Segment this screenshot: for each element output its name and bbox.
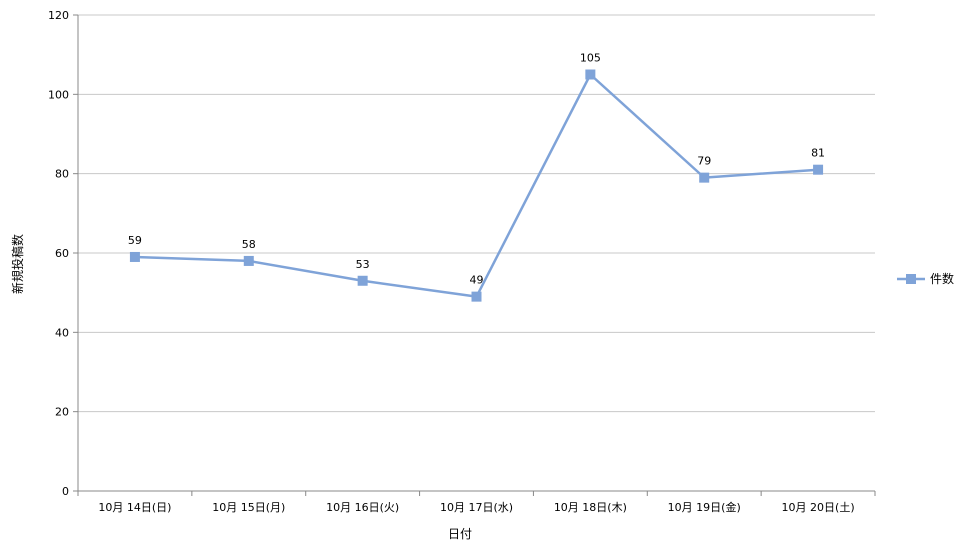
series-lines xyxy=(134,73,819,298)
data-point-marker xyxy=(243,255,254,266)
y-tick-label: 100 xyxy=(48,88,69,101)
gridlines xyxy=(73,14,876,496)
y-tick-label: 40 xyxy=(55,326,69,339)
x-tick-label: 10月 14日(日) xyxy=(98,501,171,514)
y-tick-label: 20 xyxy=(55,406,69,419)
data-label: 58 xyxy=(242,238,256,251)
y-tick-label: 80 xyxy=(55,168,69,181)
y-tick-label: 60 xyxy=(55,247,69,260)
data-label: 53 xyxy=(356,258,370,271)
x-tick-label: 10月 20日(土) xyxy=(782,501,855,514)
y-tick-label: 120 xyxy=(48,9,69,22)
data-point-marker xyxy=(129,251,140,262)
x-tick-label: 10月 18日(木) xyxy=(554,501,627,514)
data-point-marker xyxy=(585,69,596,80)
x-axis-title: 日付 xyxy=(448,527,472,541)
x-tick-labels: 10月 14日(日) 10月 15日(月) 10月 16日(火) 10月 17日(水)… xyxy=(98,500,854,514)
data-point-marker xyxy=(699,172,710,183)
y-tick-labels: 0 20 40 60 80 100 120 xyxy=(48,9,69,498)
x-tick-label: 10月 17日(水) xyxy=(440,501,513,514)
series-markers xyxy=(129,69,824,302)
data-point-marker xyxy=(813,164,824,175)
data-label: 59 xyxy=(128,234,142,247)
data-label: 79 xyxy=(697,155,711,168)
x-tick-label: 10月 19日(金) xyxy=(668,500,741,514)
legend-label: 件数 xyxy=(930,271,954,286)
data-label: 81 xyxy=(811,147,825,160)
data-point-marker xyxy=(471,291,482,302)
data-labels: 59 58 53 49 105 79 81 xyxy=(128,52,825,287)
series-line xyxy=(134,73,819,298)
y-tick-label: 0 xyxy=(62,485,69,498)
data-point-marker xyxy=(357,275,368,286)
data-label: 49 xyxy=(470,274,484,287)
x-tick-label: 10月 16日(火) xyxy=(326,501,399,514)
x-tick-label: 10月 15日(月) xyxy=(212,501,285,514)
y-axis-title: 新規投稿数 xyxy=(10,234,25,294)
legend: 件数 xyxy=(897,271,954,286)
legend-marker-square-icon xyxy=(906,274,916,284)
axes xyxy=(77,15,875,492)
data-label: 105 xyxy=(580,52,601,65)
